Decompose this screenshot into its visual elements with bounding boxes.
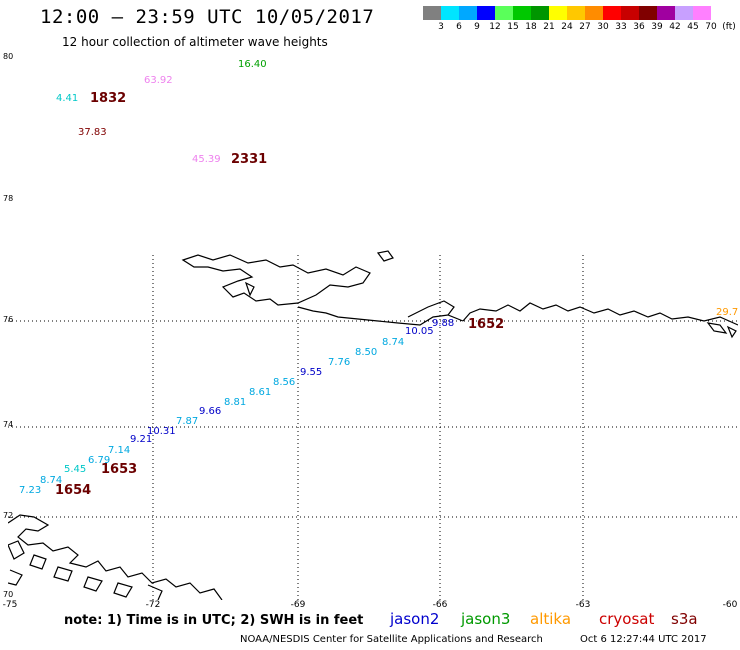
color-swatch xyxy=(675,6,693,20)
wave-height-label: 9.88 xyxy=(432,318,455,329)
wave-height-label: 16.40 xyxy=(238,59,267,70)
color-scale-label: 27 xyxy=(579,22,591,32)
pass-time-label: 1832 xyxy=(90,91,127,106)
color-scale-bar xyxy=(423,6,711,20)
color-scale-label: 9 xyxy=(474,22,480,32)
longitude-label: -72 xyxy=(145,600,161,610)
longitude-label: -75 xyxy=(2,600,18,610)
wave-height-label: 7.87 xyxy=(176,416,199,427)
page-subtitle: 12 hour collection of altimeter wave hei… xyxy=(62,35,328,49)
pass-time-label: 1653 xyxy=(101,462,138,477)
wave-height-label: 8.56 xyxy=(273,377,296,388)
color-swatch xyxy=(567,6,585,20)
credit-line: NOAA/NESDIS Center for Satellite Applica… xyxy=(240,634,543,645)
satellite-legend-altika: altika xyxy=(530,610,572,628)
pass-time-label: 1652 xyxy=(468,317,505,332)
color-swatch xyxy=(549,6,567,20)
wave-height-label: 7.23 xyxy=(19,485,42,496)
map-canvas xyxy=(8,250,738,600)
wave-height-label: 10.05 xyxy=(405,326,434,337)
wave-height-label: 63.92 xyxy=(144,75,173,86)
wave-height-label: 10.31 xyxy=(147,426,176,437)
coastline-greenland xyxy=(181,250,738,339)
coastline-baffin xyxy=(8,514,223,600)
color-swatch xyxy=(441,6,459,20)
wave-height-label: 8.50 xyxy=(355,347,378,358)
color-swatch xyxy=(495,6,513,20)
wave-height-label: 9.66 xyxy=(199,406,222,417)
pass-time-label: 1654 xyxy=(55,483,92,498)
color-swatch xyxy=(639,6,657,20)
color-scale-label: 45 xyxy=(687,22,699,32)
color-scale-label: 24 xyxy=(561,22,573,32)
wave-height-label: 29.7 xyxy=(716,307,739,318)
latitude-label: 72 xyxy=(3,511,14,520)
satellite-legend-cryosat: cryosat xyxy=(599,610,655,628)
wave-height-label: 8.74 xyxy=(40,475,63,486)
wave-height-label: 45.39 xyxy=(192,154,221,165)
color-scale-label: 36 xyxy=(633,22,645,32)
longitude-label: -66 xyxy=(432,600,448,610)
wave-height-label: 8.74 xyxy=(382,337,405,348)
color-swatch xyxy=(423,6,441,20)
satellite-legend-jason2: jason2 xyxy=(390,610,440,628)
color-swatch xyxy=(459,6,477,20)
wave-height-label: 9.55 xyxy=(300,367,323,378)
longitude-label: -69 xyxy=(290,600,306,610)
graticule xyxy=(8,255,738,600)
color-swatch xyxy=(603,6,621,20)
longitude-label: -63 xyxy=(575,600,591,610)
latitude-label: 76 xyxy=(3,315,14,324)
color-swatch xyxy=(477,6,495,20)
color-scale-label: 70 xyxy=(705,22,717,32)
color-scale-label: 3 xyxy=(438,22,444,32)
generated-timestamp: Oct 6 12:27:44 UTC 2017 xyxy=(580,634,707,645)
color-scale-label: 39 xyxy=(651,22,663,32)
longitude-label: -60 xyxy=(722,600,738,610)
color-swatch xyxy=(513,6,531,20)
wave-height-label: 6.79 xyxy=(88,455,111,466)
wave-height-label: 8.81 xyxy=(224,397,247,408)
units-note: note: 1) Time is in UTC; 2) SWH is in fe… xyxy=(64,613,364,628)
color-swatch xyxy=(621,6,639,20)
satellite-legend-jason3: jason3 xyxy=(461,610,511,628)
latitude-label: 70 xyxy=(3,590,14,599)
pass-time-label: 2331 xyxy=(231,152,268,167)
latitude-label: 80 xyxy=(3,52,14,61)
color-scale-label: 33 xyxy=(615,22,627,32)
latitude-label: 78 xyxy=(3,194,14,203)
color-scale-label: 30 xyxy=(597,22,609,32)
color-scale-label: 42 xyxy=(669,22,681,32)
wave-height-label: 9.21 xyxy=(130,434,153,445)
wave-height-label: 8.61 xyxy=(249,387,272,398)
color-scale-label: 15 xyxy=(507,22,519,32)
color-swatch xyxy=(585,6,603,20)
wave-height-label: 4.41 xyxy=(56,93,79,104)
wave-height-label: 5.45 xyxy=(64,464,87,475)
color-scale-label: 12 xyxy=(489,22,501,32)
page-title: 12:00 – 23:59 UTC 10/05/2017 xyxy=(40,6,375,28)
color-swatch xyxy=(531,6,549,20)
color-scale-label: 21 xyxy=(543,22,555,32)
latitude-label: 74 xyxy=(3,420,14,429)
color-scale-label: 6 xyxy=(456,22,462,32)
color-swatch xyxy=(657,6,675,20)
wave-height-label: 37.83 xyxy=(78,127,107,138)
wave-height-label: 7.76 xyxy=(328,357,351,368)
wave-height-label: 7.14 xyxy=(108,445,131,456)
satellite-legend-s3a: s3a xyxy=(671,610,698,628)
color-scale-label: 18 xyxy=(525,22,537,32)
color-swatch xyxy=(693,6,711,20)
color-scale-label: (ft) xyxy=(722,22,736,32)
